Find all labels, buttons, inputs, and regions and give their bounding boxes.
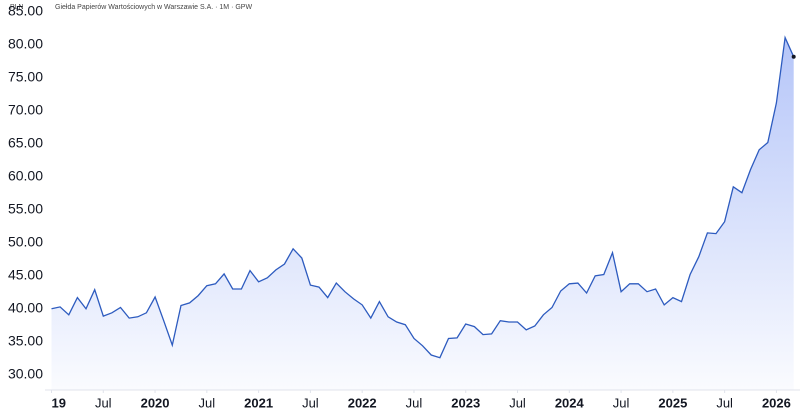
x-tick-label: 2026: [762, 395, 791, 410]
last-point: [791, 54, 796, 59]
y-tick-label: 50.00: [8, 234, 43, 250]
y-tick-label: 40.00: [8, 300, 43, 316]
area-fill: [51, 37, 794, 390]
x-tick-label: Jul: [613, 395, 630, 410]
y-tick-label: 65.00: [8, 135, 43, 151]
x-tick-label: 2023: [451, 395, 480, 410]
y-tick-label: 70.00: [8, 102, 43, 118]
y-tick-label: 60.00: [8, 168, 43, 184]
y-tick-label: 35.00: [8, 333, 43, 349]
currency-label: PLN: [10, 4, 24, 11]
y-tick-label: 45.00: [8, 267, 43, 283]
x-tick-label: 2025: [658, 395, 687, 410]
x-tick-label: Jul: [716, 395, 733, 410]
x-tick-label: 2020: [141, 395, 170, 410]
x-tick-label: Jul: [302, 395, 319, 410]
x-tick-label: 2024: [555, 395, 585, 410]
x-tick-label: 2021: [244, 395, 273, 410]
y-tick-label: 75.00: [8, 69, 43, 85]
y-tick-label: 55.00: [8, 201, 43, 217]
x-tick-label: Jul: [95, 395, 112, 410]
x-tick-label: 2022: [348, 395, 377, 410]
x-tick-label: 19: [52, 395, 66, 410]
chart-title: Giełda Papierów Wartościowych w Warszawi…: [55, 4, 252, 11]
price-line: [51, 35, 795, 359]
y-tick-label: 85.00: [8, 3, 43, 19]
x-tick-label: Jul: [199, 395, 216, 410]
x-tick-label: Jul: [406, 395, 423, 410]
y-tick-label: 80.00: [8, 36, 43, 52]
y-tick-label: 30.00: [8, 366, 43, 382]
x-tick-label: Jul: [509, 395, 526, 410]
